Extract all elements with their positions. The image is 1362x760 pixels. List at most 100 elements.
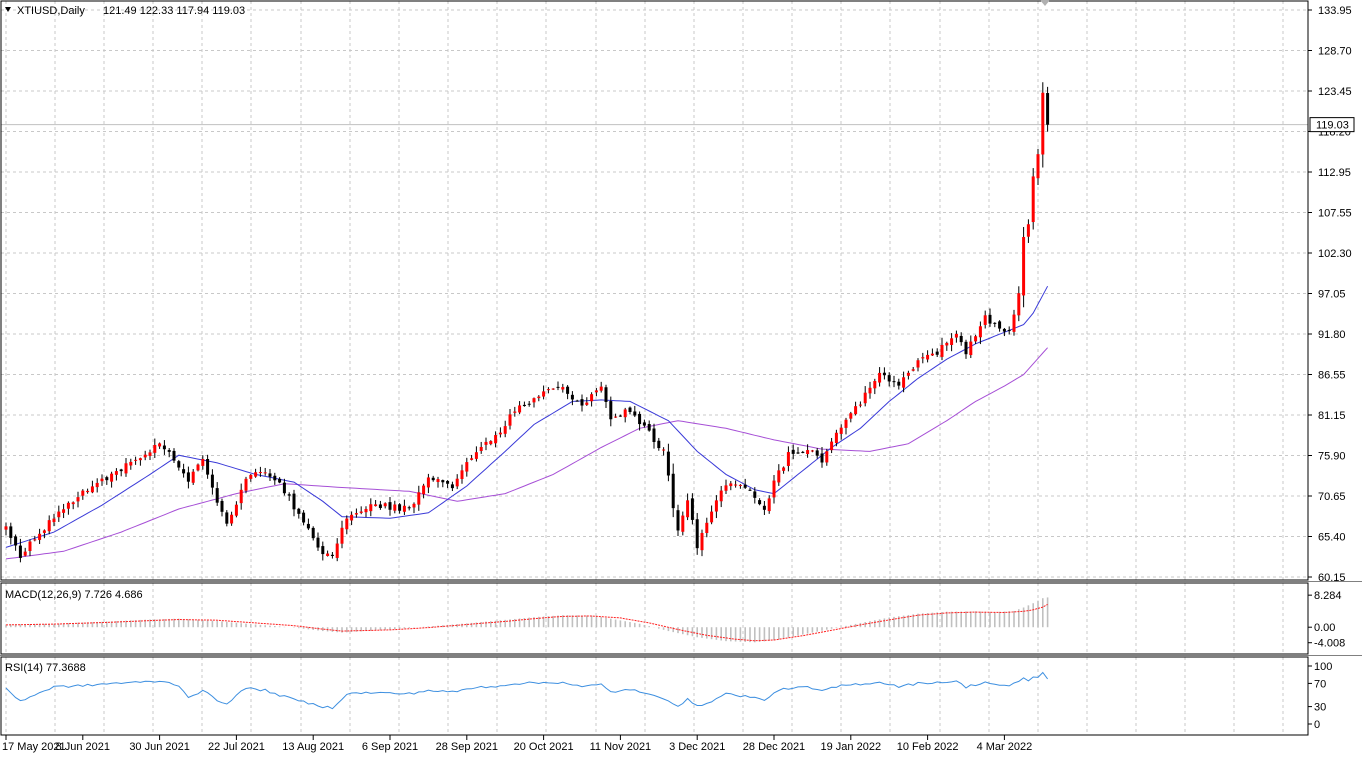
candle-bear — [282, 482, 286, 494]
candle-bull — [681, 515, 685, 532]
candle-bear — [988, 314, 992, 324]
candle-bear — [791, 449, 795, 454]
candle-bull — [873, 381, 877, 389]
candle-bull — [1022, 237, 1026, 296]
candle-bull — [532, 398, 536, 403]
candle-bull — [484, 441, 488, 445]
y-tick-label: 133.95 — [1318, 5, 1352, 17]
candle-bear — [758, 500, 762, 505]
shift-marker-icon[interactable] — [1040, 0, 1050, 6]
rsi-tick-label: 0 — [1314, 719, 1320, 731]
candle-bull — [153, 444, 157, 453]
candle-bear — [450, 484, 454, 489]
candle-bull — [561, 387, 565, 390]
candle-bear — [887, 375, 891, 382]
candle-bear — [18, 545, 22, 558]
candle-bear — [628, 407, 632, 412]
candle-bull — [254, 472, 258, 477]
panel-frame — [0, 582, 1309, 655]
x-tick-label: 6 Sep 2021 — [362, 741, 418, 753]
candle-bear — [220, 500, 224, 512]
candle-bull — [158, 443, 162, 447]
x-tick-label: 20 Oct 2021 — [514, 741, 574, 753]
x-tick-label: 3 Dec 2021 — [669, 741, 725, 753]
panel-frames — [0, 0, 1362, 736]
grid — [1, 1, 1308, 735]
y-tick-label: 86.55 — [1318, 370, 1346, 382]
candle-bull — [513, 411, 517, 413]
candle-bull — [422, 485, 426, 495]
candle-bull — [38, 533, 42, 540]
candle-bull — [786, 452, 790, 466]
candle-bear — [652, 428, 656, 443]
candle-bear — [753, 491, 757, 498]
candle-bull — [839, 427, 843, 434]
candle-bull — [782, 467, 786, 471]
symbol-label: XTIUSD,Daily — [17, 5, 85, 17]
candle-bear — [172, 450, 176, 461]
candle-bear — [527, 403, 531, 405]
candle-bull — [191, 471, 195, 483]
candle-bull — [830, 441, 834, 451]
candle-bear — [609, 401, 613, 420]
candle-bear — [897, 381, 901, 386]
candle-bull — [858, 404, 862, 406]
candle-bull — [124, 463, 128, 474]
y-tick-label: 75.90 — [1318, 451, 1346, 463]
y-tick-label: 60.15 — [1318, 572, 1346, 584]
candle-bear — [398, 504, 402, 511]
candle-bear — [638, 413, 642, 425]
rsi-tick-label: 100 — [1314, 661, 1332, 673]
candle-bull — [906, 372, 910, 376]
candle-bull — [244, 478, 248, 491]
candle-bull — [326, 553, 330, 556]
candles — [4, 82, 1050, 563]
candle-bull — [460, 470, 464, 479]
candle-bear — [676, 510, 680, 531]
candle-bull — [916, 360, 920, 368]
x-tick-label: 4 Mar 2022 — [977, 741, 1033, 753]
x-tick-label: 17 May 2021 — [2, 741, 66, 753]
candle-bull — [930, 353, 934, 356]
candle-bull — [239, 489, 243, 504]
candle-bull — [734, 484, 738, 486]
candle-bull — [542, 391, 546, 397]
candle-bull — [393, 504, 397, 511]
candle-bull — [417, 492, 421, 505]
chart-menu-triangle-icon[interactable] — [5, 7, 11, 12]
candle-bear — [959, 335, 963, 343]
candle-bear — [225, 512, 229, 524]
candle-bull — [863, 392, 867, 404]
candle-bull — [436, 479, 440, 483]
candle-bull — [854, 406, 858, 415]
candle-bull — [100, 478, 104, 482]
x-tick-label: 30 Jun 2021 — [129, 741, 190, 753]
candle-bull — [42, 530, 46, 533]
candle-bull — [911, 369, 915, 371]
candle-bull — [868, 387, 872, 394]
candle-bull — [1012, 314, 1016, 332]
candle-bull — [921, 357, 925, 359]
candle-bear — [1046, 93, 1050, 125]
candle-bull — [498, 432, 502, 435]
candle-bull — [4, 526, 8, 530]
candle-bear — [431, 477, 435, 481]
candle-bull — [710, 511, 714, 523]
candle-bull — [90, 486, 94, 493]
candle-bear — [964, 341, 968, 355]
candle-bull — [767, 498, 771, 512]
candle-bull — [230, 514, 234, 524]
rsi-tick-label: 30 — [1314, 702, 1326, 714]
candle-bull — [479, 447, 483, 451]
candle-bear — [119, 469, 123, 472]
candle-bull — [1031, 176, 1035, 223]
macd-panel — [5, 597, 1049, 643]
candle-bear — [935, 351, 939, 355]
candle-bear — [302, 512, 306, 523]
candle-bear — [647, 424, 651, 431]
candle-bear — [268, 473, 272, 477]
candle-bear — [215, 488, 219, 503]
candle-bear — [306, 523, 310, 529]
